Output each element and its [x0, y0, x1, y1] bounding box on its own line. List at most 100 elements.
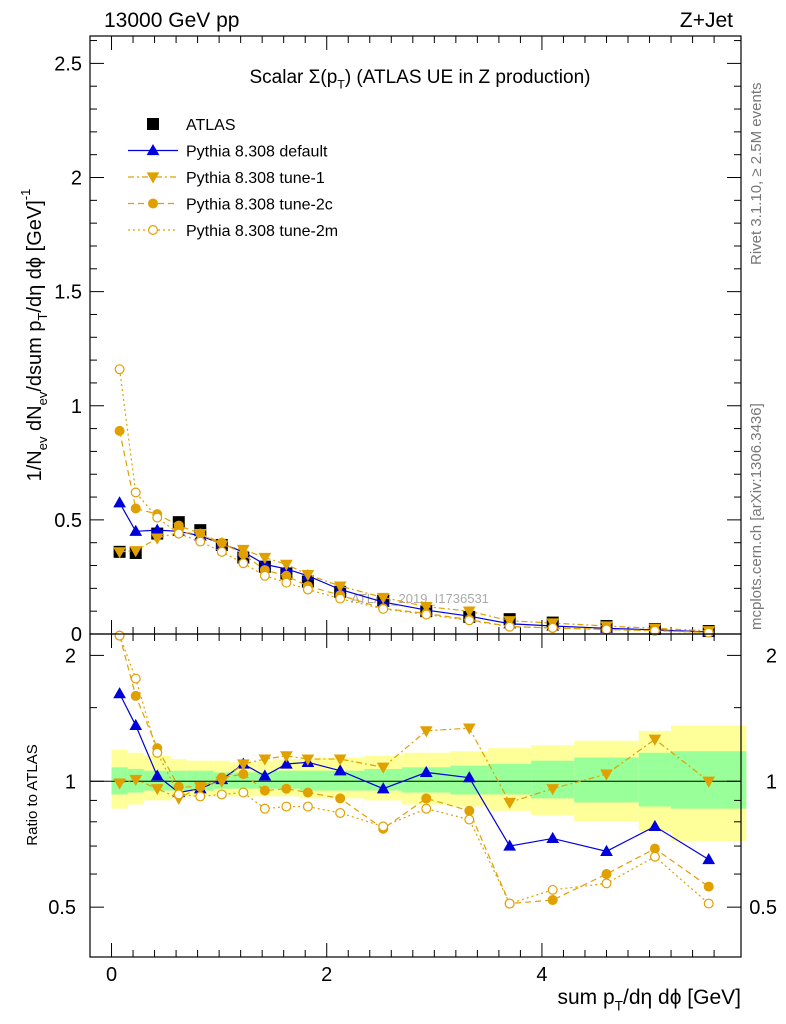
ratio-point-tune1: [113, 778, 126, 790]
main-point-tune1: [333, 581, 347, 593]
chart-title: Scalar Σ(pT) (ATLAS UE in Z production): [249, 67, 590, 92]
main-point-tune2m: [703, 627, 714, 638]
ratio-point-tune2c: [547, 895, 558, 906]
ratio-point-tune2c: [130, 690, 141, 701]
ratio-point-tune2m: [173, 789, 184, 800]
main-point-tune2m: [649, 625, 660, 636]
main-point-tune1: [280, 559, 293, 571]
main-point-tune2m: [173, 528, 184, 539]
legend-label-default: Pythia 8.308 default: [186, 144, 328, 161]
main-y-tick-label: 0: [71, 624, 82, 646]
main-y-tick-label: 1: [71, 396, 82, 418]
main-point-tune2m: [130, 487, 141, 498]
legend-marker-atlas: [147, 118, 159, 130]
ratio-point-tune2c: [703, 881, 714, 892]
inner-band-segment: [272, 770, 300, 789]
ratio-point-tune2m: [335, 807, 346, 818]
ratio-point-default: [333, 764, 347, 776]
ratio-point-default: [702, 853, 716, 865]
main-panel: Scalar Σ(pT) (ATLAS UE in Z production) …: [18, 35, 742, 646]
ratio-point-tune2m: [216, 789, 227, 800]
main-point-tune2m: [302, 584, 313, 595]
main-ticks: 0 0.5 1 1.5 2 2.5: [54, 36, 741, 646]
main-point-tune1: [462, 606, 476, 618]
ratio-point-tune2m: [195, 791, 206, 802]
main-point-tune2c: [114, 425, 125, 436]
ratio-uncertainty-bands: [111, 725, 747, 841]
inner-band-segment: [299, 770, 316, 791]
ratio-panel: 0.5 0.5 1 1 2 2 0 2 4 Ratio to ATLAS sum pT/dη d…: [24, 630, 777, 1013]
ratio-point-tune2m: [421, 803, 432, 814]
ratio-point-tune2m: [504, 898, 515, 909]
ratio-point-tune2c: [335, 793, 346, 804]
ratio-y-tick-label: 2: [65, 645, 76, 667]
ratio-point-tune2m: [547, 884, 558, 895]
ratio-point-tune2c: [281, 783, 292, 794]
ratio-point-tune2m: [464, 814, 475, 825]
ratio-x-tick-label: 0: [106, 964, 117, 986]
ratio-point-tune1: [419, 726, 433, 738]
ratio-point-tune1: [236, 759, 250, 771]
main-y-tick-label: 0.5: [54, 510, 82, 532]
ratio-point-tune2m: [114, 630, 125, 641]
main-point-tune2m: [281, 577, 292, 588]
ratio-point-tune1: [648, 734, 662, 746]
ratio-point-tune1: [150, 784, 164, 796]
inner-band-segment: [488, 763, 532, 795]
y-axis-label: 1/Nev dNev/dsum pT/dη dϕ [GeV]-1: [18, 189, 50, 482]
main-series-default: [113, 496, 716, 637]
main-point-tune2m: [259, 570, 270, 581]
ratio-point-tune1: [280, 751, 293, 763]
ratio-point-tune2c: [216, 772, 227, 783]
ratio-point-default: [503, 839, 517, 851]
ratio-point-tune2m: [302, 801, 313, 812]
ratio-point-default: [648, 819, 662, 832]
ratio-point-tune2m: [259, 803, 270, 814]
main-point-default: [113, 496, 126, 508]
source-label: mcplots.cern.ch [arXiv:1306.3436]: [748, 403, 765, 630]
ratio-y-tick-label-right: 1: [766, 771, 777, 793]
ratio-point-tune1: [600, 769, 613, 781]
ratio-point-tune2m: [238, 787, 249, 798]
main-point-tune2m: [464, 615, 475, 626]
ratio-y-tick-label: 1: [65, 771, 76, 793]
legend-label-tune2m: Pythia 8.308 tune-2m: [186, 223, 338, 240]
ratio-point-default: [546, 831, 560, 844]
main-point-tune2c: [130, 503, 141, 514]
ratio-series-tune2m: [114, 630, 714, 909]
ratio-point-tune1: [129, 774, 143, 786]
ratio-point-tune2m: [703, 898, 714, 909]
ratio-point-tune1: [376, 762, 390, 774]
ratio-point-default: [258, 769, 272, 781]
ratio-x-tick-label: 4: [536, 964, 547, 986]
main-point-tune2m: [238, 558, 249, 569]
main-point-tune2m: [378, 603, 389, 614]
legend-label-atlas: ATLAS: [186, 117, 236, 134]
ratio-point-tune2c: [259, 785, 270, 796]
main-point-tune1: [129, 546, 143, 558]
main-point-tune1: [376, 592, 390, 604]
ratio-point-tune1: [258, 754, 272, 766]
x-axis-label: sum pT/dη dϕ [GeV]: [557, 986, 741, 1013]
ratio-point-tune1: [503, 797, 517, 809]
main-y-tick-label: 2.5: [54, 53, 82, 75]
main-point-tune2m: [152, 512, 163, 523]
process-label: Z+Jet: [680, 9, 733, 32]
legend-label-tune2c: Pythia 8.308 tune-2c: [186, 197, 333, 214]
legend-marker-tune2m: [148, 225, 159, 236]
ratio-series-layer: [113, 630, 716, 909]
ratio-point-tune2m: [130, 673, 141, 684]
ratio-frame: [89, 633, 742, 958]
ratio-point-tune2m: [378, 821, 389, 832]
ratio-y-axis-label: Ratio to ATLAS: [24, 744, 41, 845]
ratio-point-default: [150, 769, 164, 781]
ratio-point-default: [462, 771, 476, 783]
main-point-default: [129, 524, 143, 536]
ratio-ticks: 0.5 0.5 1 1 2 2 0 2 4: [48, 634, 777, 986]
main-point-tune2c: [216, 537, 227, 548]
main-point-tune1: [113, 547, 126, 559]
main-point-tune1: [258, 552, 272, 565]
ratio-point-tune2m: [281, 801, 292, 812]
ratio-point-tune2c: [302, 787, 313, 798]
